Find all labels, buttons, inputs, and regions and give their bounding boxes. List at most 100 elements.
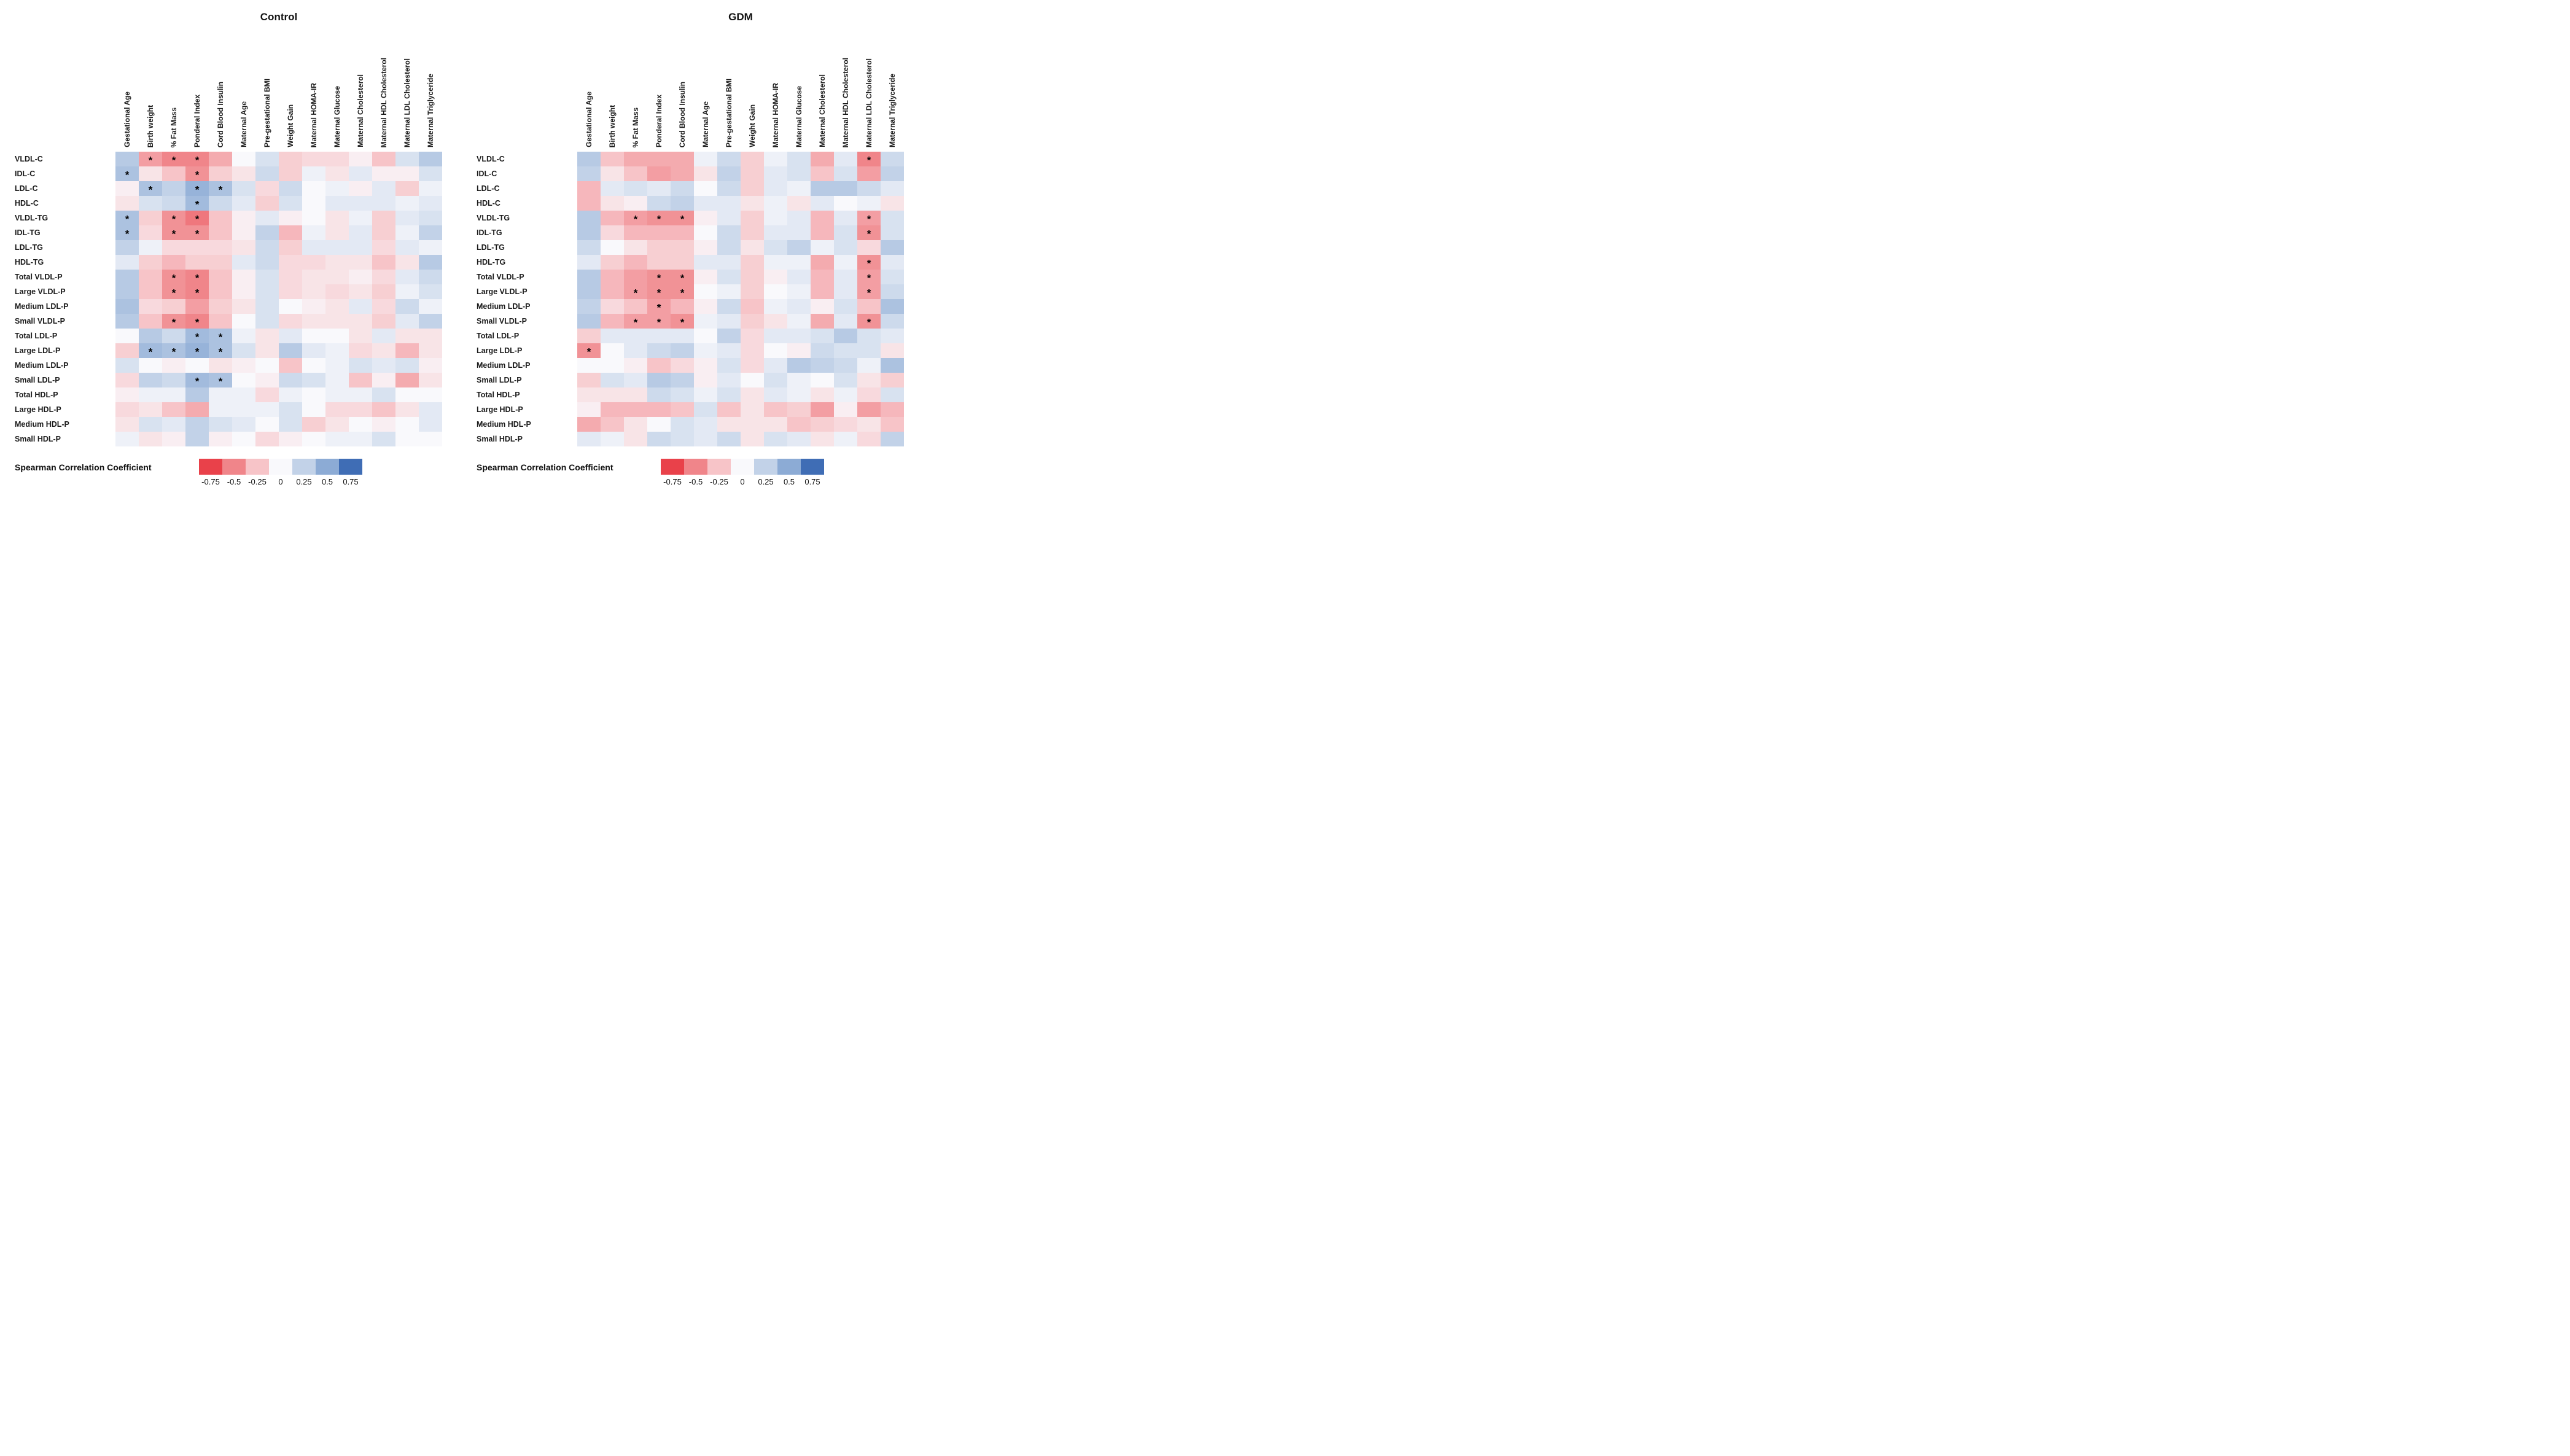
heatmap-cell	[577, 314, 601, 329]
column-label: Gestational Age	[115, 26, 139, 152]
heatmap-cell	[139, 417, 162, 432]
heatmap-cell	[671, 166, 694, 181]
heatmap-cell	[115, 343, 139, 358]
heatmap-cell	[115, 196, 139, 211]
heatmap-cell: *	[647, 299, 671, 314]
heatmap-cell: *	[857, 225, 881, 240]
heatmap-cell	[577, 402, 601, 417]
heatmap-cell	[372, 166, 395, 181]
heatmap-cell	[624, 240, 647, 255]
legend-tick: 0.75	[343, 477, 359, 486]
heatmap-cell	[419, 152, 442, 166]
heatmap-cell	[419, 387, 442, 402]
legend-tick-row: -0.75 -0.5 -0.25 0 0.25 0.5 0.75	[199, 477, 362, 486]
heatmap-cell	[717, 358, 741, 373]
heatmap-cell	[741, 166, 764, 181]
heatmap-cell	[372, 152, 395, 166]
heatmap-cell	[185, 240, 209, 255]
significance-asterisk: *	[171, 154, 176, 166]
row-label: VLDL-TG	[15, 214, 49, 222]
heatmap-cell	[372, 343, 395, 358]
significance-asterisk: *	[633, 316, 638, 329]
column-label-text: Cord Blood Insulin	[678, 81, 687, 147]
heatmap-cell	[694, 329, 717, 343]
legend-swatch	[222, 459, 246, 475]
heatmap-cell	[139, 402, 162, 417]
heatmap-row: Small LDL-P	[475, 373, 904, 387]
heatmap-cell	[764, 417, 787, 432]
row-label: Total VLDL-P	[477, 273, 524, 281]
heatmap-cell	[764, 181, 787, 196]
heatmap-cell: *	[185, 284, 209, 299]
legend-swatch	[269, 459, 292, 475]
heatmap-cell	[601, 181, 624, 196]
heatmap-cell	[694, 152, 717, 166]
heatmap-cell	[395, 358, 419, 373]
row-label: Medium HDL-P	[15, 420, 69, 429]
legend-tick: 0	[278, 477, 283, 486]
legend-tick: 0.5	[321, 477, 333, 486]
heatmap-cell	[694, 299, 717, 314]
heatmap-cell	[577, 196, 601, 211]
heatmap-row: IDL-C * *	[14, 166, 442, 181]
heatmap-cell	[279, 196, 302, 211]
heatmap-cell	[325, 211, 349, 225]
heatmap-cell	[255, 181, 279, 196]
column-label-text: Pre-gestational BMI	[263, 78, 271, 147]
heatmap-cell	[209, 196, 232, 211]
significance-asterisk: *	[866, 228, 871, 240]
heatmap-cell	[255, 314, 279, 329]
heatmap-cell	[717, 402, 741, 417]
heatmap-cell	[372, 284, 395, 299]
heatmap-cell	[741, 299, 764, 314]
heatmap-cell	[857, 240, 881, 255]
heatmap-cell	[857, 166, 881, 181]
heatmap-cell: *	[185, 343, 209, 358]
heatmap-cell	[115, 240, 139, 255]
heatmap-cell	[302, 152, 325, 166]
heatmap-cell	[115, 284, 139, 299]
heatmap-row: VLDL-TG * * *	[14, 211, 442, 225]
panel-gdm: GDM Gestational Age Birth weight % Fat Mas…	[475, 11, 904, 486]
significance-asterisk: *	[125, 169, 130, 181]
heatmap-cell	[624, 417, 647, 432]
heatmap-cell	[787, 432, 811, 446]
heatmap-cell: *	[647, 314, 671, 329]
heatmap-cell	[624, 181, 647, 196]
heatmap-cell	[741, 387, 764, 402]
heatmap-cell	[834, 373, 857, 387]
heatmap-cell	[139, 255, 162, 270]
heatmap-cell	[671, 343, 694, 358]
legend-swatch	[246, 459, 269, 475]
heatmap-cell	[162, 181, 185, 196]
heatmap-cell: *	[209, 343, 232, 358]
heatmap-cell	[834, 417, 857, 432]
heatmap-cell	[834, 343, 857, 358]
heatmap-cell	[395, 270, 419, 284]
heatmap-cell	[577, 211, 601, 225]
column-label-text: Maternal Glucose	[795, 85, 803, 147]
column-label-text: Maternal Age	[239, 101, 248, 147]
heatmap-cell	[881, 299, 904, 314]
heatmap-cell	[601, 255, 624, 270]
heatmap-cell: *	[857, 255, 881, 270]
heatmap-cell	[302, 387, 325, 402]
legend-swatch	[731, 459, 754, 475]
heatmap-cell: *	[624, 314, 647, 329]
heatmap-cell	[717, 314, 741, 329]
heatmap-cell	[302, 299, 325, 314]
heatmap-cell	[372, 373, 395, 387]
heatmap-cell	[787, 181, 811, 196]
heatmap-cell: *	[624, 284, 647, 299]
significance-asterisk: *	[195, 198, 200, 211]
heatmap-cell	[577, 270, 601, 284]
heatmap-cell	[857, 181, 881, 196]
heatmap-cell	[857, 358, 881, 373]
heatmap-cell	[647, 196, 671, 211]
row-label: VLDL-C	[15, 155, 43, 163]
heatmap-cell: *	[185, 270, 209, 284]
heatmap-cell	[279, 314, 302, 329]
legend-swatch	[777, 459, 801, 475]
heatmap-cell	[419, 299, 442, 314]
legend-swatch	[339, 459, 362, 475]
